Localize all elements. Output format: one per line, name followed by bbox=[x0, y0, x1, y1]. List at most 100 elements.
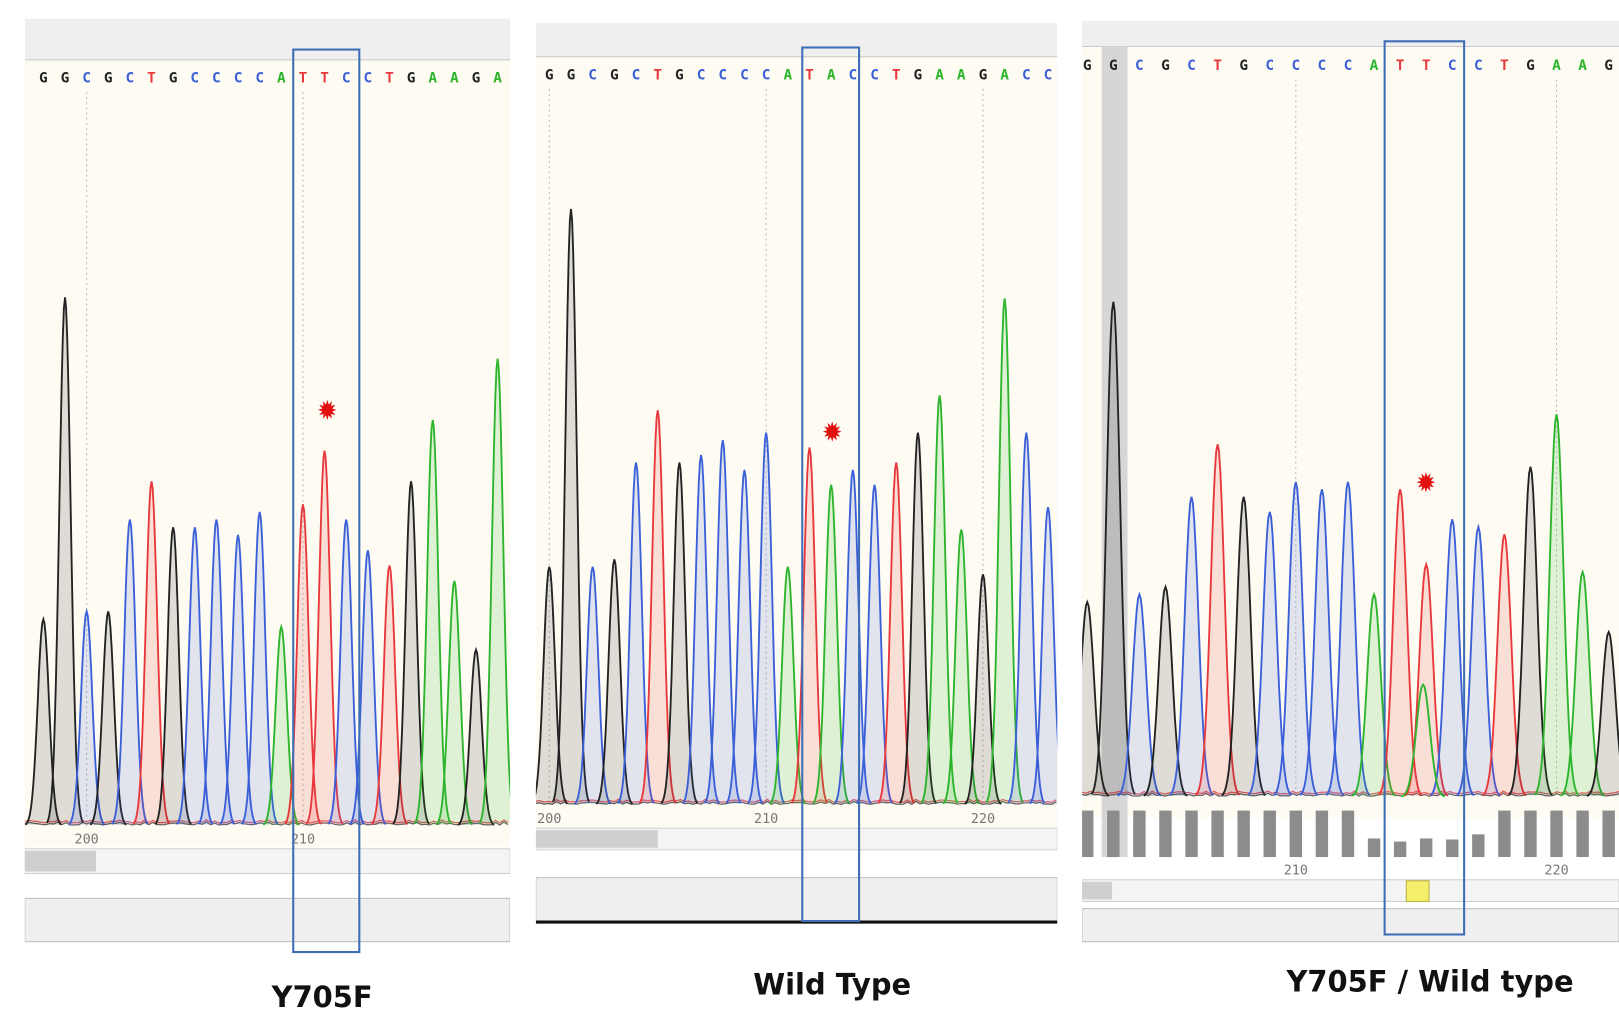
base-call: C bbox=[234, 71, 243, 87]
base-call: C bbox=[762, 68, 771, 84]
position-label: 220 bbox=[1544, 864, 1568, 879]
bottom-bar bbox=[25, 898, 510, 941]
base-call: C bbox=[1291, 58, 1300, 74]
base-call: G bbox=[1604, 58, 1613, 74]
base-call: T bbox=[320, 71, 329, 87]
base-call: C bbox=[190, 71, 199, 87]
quality-bar bbox=[1342, 811, 1354, 857]
scroll-marker bbox=[1406, 881, 1429, 902]
base-call: T bbox=[385, 71, 394, 87]
base-call: G bbox=[567, 68, 576, 84]
base-call: G bbox=[979, 68, 988, 84]
base-call: C bbox=[1265, 58, 1274, 74]
base-call: A bbox=[935, 68, 944, 84]
base-call: T bbox=[147, 71, 156, 87]
base-call: G bbox=[1083, 58, 1092, 74]
quality-bar bbox=[1264, 811, 1276, 857]
base-call: T bbox=[892, 68, 901, 84]
base-call: G bbox=[1109, 58, 1118, 74]
base-call: A bbox=[1578, 58, 1587, 74]
base-call: C bbox=[212, 71, 221, 87]
figure: 200210GGCGCTGCCCCATTCCTGAAGAY705F2002102… bbox=[0, 0, 1619, 1014]
bottom-bar bbox=[1082, 909, 1619, 942]
quality-bar bbox=[1107, 811, 1119, 857]
quality-bar bbox=[1420, 838, 1432, 857]
base-call: T bbox=[299, 71, 308, 87]
base-call: C bbox=[363, 71, 372, 87]
quality-bar bbox=[1237, 811, 1249, 857]
base-call: C bbox=[1187, 58, 1196, 74]
scroll-thumb bbox=[25, 851, 96, 872]
base-call: C bbox=[82, 71, 91, 87]
quality-bar bbox=[1290, 811, 1302, 857]
quality-bar bbox=[1602, 811, 1614, 857]
quality-bar bbox=[1211, 811, 1223, 857]
scroll-track bbox=[25, 849, 510, 874]
scroll-track bbox=[1082, 880, 1619, 902]
base-call: A bbox=[493, 71, 502, 87]
scroll-thumb bbox=[1082, 882, 1112, 900]
base-call: T bbox=[1500, 58, 1509, 74]
quality-bar bbox=[1576, 811, 1588, 857]
quality-bar bbox=[1159, 811, 1171, 857]
base-call: G bbox=[675, 68, 684, 84]
base-call: T bbox=[805, 68, 814, 84]
header-band bbox=[25, 19, 510, 60]
quality-bar bbox=[1081, 811, 1093, 857]
base-call: G bbox=[545, 68, 554, 84]
base-call: T bbox=[1422, 58, 1431, 74]
base-call: A bbox=[1370, 58, 1379, 74]
base-call: C bbox=[1318, 58, 1327, 74]
base-call: C bbox=[1044, 68, 1053, 84]
base-call: T bbox=[1396, 58, 1405, 74]
header-band bbox=[536, 23, 1057, 57]
base-call: C bbox=[1344, 58, 1353, 74]
panel-label: Wild Type bbox=[753, 967, 911, 1001]
scroll-thumb bbox=[536, 830, 658, 848]
base-call: G bbox=[61, 71, 70, 87]
quality-bar bbox=[1498, 811, 1510, 857]
base-call: C bbox=[697, 68, 706, 84]
base-call: A bbox=[277, 71, 286, 87]
base-call: T bbox=[653, 68, 662, 84]
chromatogram-panel: 200210220GGCGCTGCCCCATACCTGAAGACC bbox=[531, 23, 1066, 922]
base-call: C bbox=[718, 68, 727, 84]
panel-label: Y705F bbox=[271, 980, 373, 1014]
base-call: A bbox=[428, 71, 437, 87]
base-call: C bbox=[870, 68, 879, 84]
base-call: A bbox=[783, 68, 792, 84]
base-call: C bbox=[1474, 58, 1483, 74]
position-label: 210 bbox=[1284, 864, 1308, 879]
position-label: 200 bbox=[537, 812, 561, 827]
quality-bar bbox=[1185, 811, 1197, 857]
base-call: G bbox=[1161, 58, 1170, 74]
header-band bbox=[1082, 21, 1619, 47]
base-call: C bbox=[588, 68, 597, 84]
position-label: 220 bbox=[971, 812, 995, 827]
panel-label: Y705F / Wild type bbox=[1285, 964, 1573, 998]
base-call: G bbox=[1526, 58, 1535, 74]
base-call: G bbox=[914, 68, 923, 84]
base-call: G bbox=[1239, 58, 1248, 74]
base-call: C bbox=[740, 68, 749, 84]
quality-bar bbox=[1133, 811, 1145, 857]
quality-bar bbox=[1368, 838, 1380, 857]
base-call: A bbox=[957, 68, 966, 84]
base-call: C bbox=[849, 68, 858, 84]
base-call: C bbox=[1448, 58, 1457, 74]
quality-bar bbox=[1524, 811, 1536, 857]
base-call: T bbox=[1213, 58, 1222, 74]
position-label: 200 bbox=[75, 833, 99, 848]
quality-bar bbox=[1472, 834, 1484, 857]
quality-bar bbox=[1550, 811, 1562, 857]
base-call: C bbox=[1022, 68, 1031, 84]
quality-bar bbox=[1316, 811, 1328, 857]
position-label: 210 bbox=[291, 833, 315, 848]
base-call: G bbox=[39, 71, 48, 87]
base-call: A bbox=[1552, 58, 1561, 74]
base-call: G bbox=[472, 71, 481, 87]
bottom-bar bbox=[536, 878, 1057, 922]
base-call: G bbox=[169, 71, 178, 87]
